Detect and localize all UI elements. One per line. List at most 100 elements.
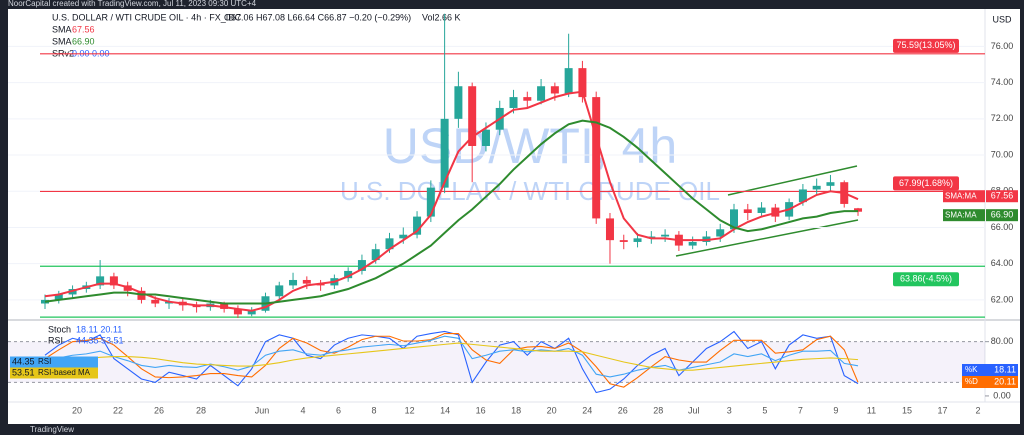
badge-value-bg: [986, 209, 1018, 222]
y-tick-label: 0.00: [993, 390, 1011, 400]
candle-body: [812, 185, 821, 190]
badge-name: SMA:MA: [945, 210, 977, 219]
candle-body: [481, 129, 490, 146]
y-tick-label: 76.00: [991, 41, 1014, 51]
x-tick-label: 7: [798, 405, 803, 415]
legend-value: 66.90: [72, 36, 95, 46]
x-tick-label: 22: [113, 405, 123, 415]
osc-legend-value: 44.35 53.51: [76, 335, 124, 345]
candle-body: [716, 229, 725, 237]
badge-bg: [943, 190, 985, 203]
candle-body: [468, 86, 477, 146]
candle-body: [798, 189, 807, 203]
candle-body: [537, 86, 546, 101]
x-tick-label: 20: [72, 405, 82, 415]
osc-badge-value: 53.51: [12, 367, 35, 377]
x-tick-label: Jun: [255, 405, 270, 415]
candle-body: [109, 276, 118, 286]
x-tick-label: 28: [196, 405, 206, 415]
osc-badge-value: 20.11: [994, 376, 1016, 386]
osc-line: [44, 332, 859, 388]
brand-bar: NoorCapital created with TradingView.com…: [8, 0, 257, 8]
candle-body: [509, 97, 518, 108]
x-tick-label: 5: [762, 405, 767, 415]
badge-value: 66.90: [991, 210, 1014, 220]
legend-name: SMA: [52, 24, 72, 34]
osc-badge-name: %D: [965, 377, 978, 386]
candle-body: [289, 279, 298, 286]
candle-body: [619, 240, 628, 242]
osc-badge-name: RSI: [38, 357, 51, 366]
candle-body: [275, 285, 284, 297]
osc-line: [44, 335, 859, 378]
level-label-bg: [893, 176, 959, 191]
legend-name: SMA: [52, 36, 72, 46]
osc-badge-name: RSI-based MA: [38, 368, 91, 377]
y-tick-label: 72.00: [991, 113, 1014, 123]
osc-badge-bg: [962, 376, 1018, 388]
candle-body: [578, 68, 587, 98]
x-tick-label: 28: [653, 405, 663, 415]
badge-bg: [943, 209, 985, 222]
level-label-bg: [893, 272, 959, 287]
candle-body: [550, 86, 559, 94]
candle-body: [399, 234, 408, 239]
osc-legend-name: Stoch: [48, 324, 71, 334]
x-tick-label: 17: [937, 405, 947, 415]
candle-body: [757, 207, 766, 213]
badge-value: 67.56: [991, 191, 1014, 201]
x-tick-label: 11: [867, 405, 876, 415]
candle-body: [247, 310, 256, 315]
level-label: 75.59(13.05%): [896, 40, 955, 50]
candle-body: [357, 260, 366, 271]
y-tick-label: 74.00: [991, 77, 1014, 87]
osc-badge-bg: [10, 356, 98, 368]
y-tick-label: 62.00: [991, 294, 1014, 304]
candle-body: [661, 234, 670, 237]
osc-badge-bg: [10, 367, 98, 379]
level-label: 63.86(-4.5%): [900, 274, 952, 284]
candle-body: [826, 182, 835, 186]
x-tick-label: 14: [440, 405, 450, 415]
sma-line: [44, 90, 859, 312]
watermark-symbol: USD/WTI, 4h: [383, 118, 677, 174]
candle-body: [592, 97, 601, 219]
footer-logo: TradingView: [30, 425, 74, 434]
candle-body: [413, 216, 422, 235]
x-tick-label: 26: [154, 405, 164, 415]
candle-body: [344, 270, 353, 279]
candle-body: [523, 97, 532, 101]
candle-body: [302, 279, 311, 284]
badge-value-bg: [986, 190, 1018, 203]
candle-body: [440, 118, 449, 188]
symbol-title: U.S. DOLLAR / WTI CRUDE OIL · 4h · FX_ID…: [52, 12, 242, 22]
x-tick-label: 16: [476, 405, 486, 415]
osc-legend-value: 18.11 20.11: [76, 324, 122, 334]
channel-upper: [727, 165, 858, 196]
level-label: 67.99(1.68%): [899, 178, 953, 188]
price-unit: USD: [992, 14, 1012, 24]
osc-badge-value: 18.11: [994, 364, 1016, 374]
x-tick-label: 18: [511, 405, 521, 415]
x-tick-label: Jul: [688, 405, 700, 415]
candle-body: [151, 299, 160, 304]
badge-name: SMA:MA: [945, 191, 977, 200]
candle-body: [54, 294, 63, 300]
osc-badge-name: %K: [965, 365, 978, 374]
osc-line: [44, 342, 859, 371]
candle-body: [633, 238, 642, 242]
y-tick-label: 80.00: [991, 336, 1014, 346]
x-tick-label: 6: [336, 405, 341, 415]
y-tick-label: 64.00: [991, 258, 1014, 268]
x-tick-label: 2: [975, 405, 980, 415]
candle-body: [41, 299, 49, 304]
candle-body: [854, 208, 863, 212]
x-tick-label: 9: [833, 405, 838, 415]
y-tick-label: 70.00: [991, 149, 1014, 159]
candle-body: [426, 187, 435, 217]
legend-value: 67.56: [72, 24, 95, 34]
x-tick-label: 4: [300, 405, 305, 415]
x-tick-label: 20: [547, 405, 557, 415]
x-tick-label: 8: [372, 405, 377, 415]
